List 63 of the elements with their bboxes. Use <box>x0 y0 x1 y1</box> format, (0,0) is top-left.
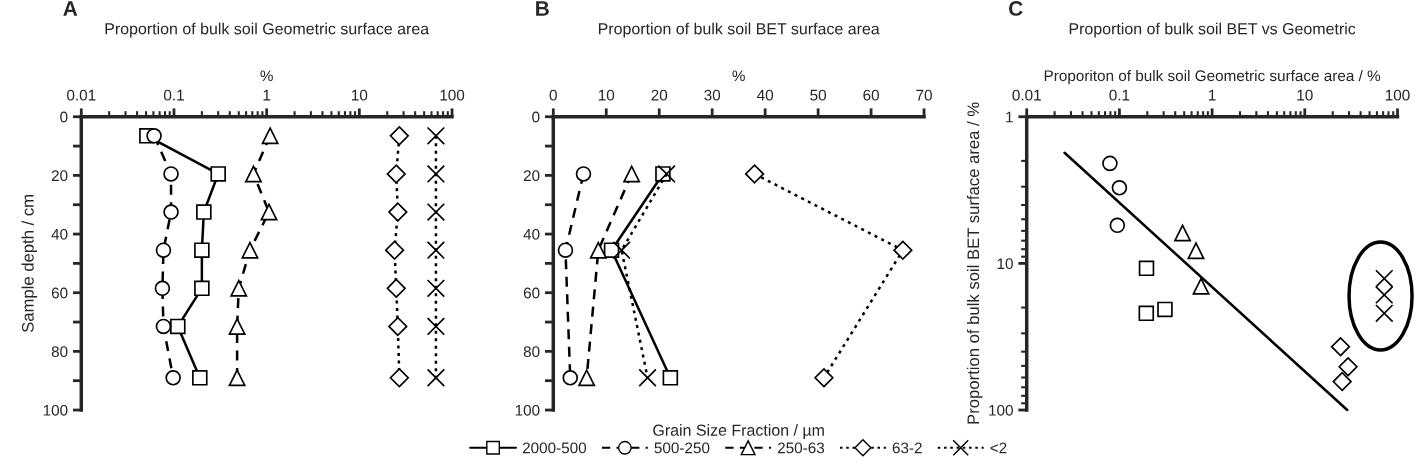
legend-label: 2000-500 <box>522 442 587 454</box>
legend-title: Grain Size Fraction / µm <box>653 424 824 440</box>
x-axis-title: % <box>732 70 745 82</box>
legend-label: 500-250 <box>654 442 710 454</box>
x-tick-label: 0.01 <box>67 89 96 101</box>
y-tick-label: 100 <box>989 404 1013 416</box>
chart-title: B <box>536 1 549 16</box>
x-tick-label: 30 <box>704 89 721 101</box>
y-tick-label: 100 <box>515 404 540 416</box>
x-tick-label: 10 <box>1297 89 1313 101</box>
x-tick-label: 50 <box>810 89 827 101</box>
legend-label: 63-2 <box>892 442 922 454</box>
y-tick-label: 100 <box>43 404 68 416</box>
x-tick-label: 1 <box>263 89 271 101</box>
y-tick-label: 0 <box>532 111 540 123</box>
chart-subtitle: Proportion of bulk soil Geometric surface area <box>105 22 430 38</box>
x-tick-label: 70 <box>916 89 932 101</box>
chart-title: A <box>63 1 78 16</box>
point <box>814 368 834 388</box>
x-tick-label: 0.01 <box>1012 89 1041 101</box>
y-tick-label: 40 <box>523 228 540 240</box>
y-tick-label: 60 <box>51 287 68 299</box>
legend-label: <2 <box>990 442 1007 454</box>
point <box>638 368 657 387</box>
y-tick-label: 20 <box>51 170 68 182</box>
chart-subtitle: Proportion of bulk soil BET surface area <box>598 22 880 38</box>
y-tick-label: 10 <box>997 258 1013 270</box>
point <box>662 369 679 386</box>
point <box>657 164 676 184</box>
x-axis-title: % <box>260 70 273 82</box>
y-tick-label: 0 <box>60 111 68 123</box>
y-tick-label: 80 <box>51 346 68 358</box>
y-tick-label: 40 <box>51 228 68 240</box>
x-tick-label: 1 <box>1209 89 1216 101</box>
point <box>557 242 574 258</box>
x-axis-title: Proporiton of bulk soil Geometric surface area / % <box>1044 69 1381 85</box>
point <box>578 369 596 387</box>
x-tick-label: 10 <box>352 89 368 101</box>
point <box>893 240 913 260</box>
x-tick-label: 60 <box>863 89 879 101</box>
x-tick-label: 40 <box>757 89 774 101</box>
point <box>562 369 579 386</box>
y-tick-label: 1 <box>1006 111 1013 123</box>
legend-label: 250-63 <box>777 442 825 454</box>
chart-title: C <box>1009 1 1023 16</box>
x-tick-label: 0.1 <box>163 89 184 101</box>
point <box>623 165 641 183</box>
chart-subtitle: Proportion of bulk soil BET vs Geometric <box>1069 22 1356 38</box>
x-tick-label: 0 <box>549 89 557 101</box>
x-tick-label: 10 <box>598 89 615 101</box>
y-axis-title: Proportion of bulk soil BET surface area / % <box>966 102 983 424</box>
y-tick-label: 80 <box>523 346 540 358</box>
y-tick-label: 20 <box>523 170 540 182</box>
point <box>612 241 631 260</box>
x-tick-label: 100 <box>440 89 465 101</box>
x-tick-label: 100 <box>1385 89 1410 101</box>
point <box>744 164 765 184</box>
point <box>575 166 592 182</box>
x-tick-label: 20 <box>651 89 668 101</box>
y-axis-title: Sample depth / cm <box>21 195 38 333</box>
y-tick-label: 60 <box>523 287 540 299</box>
point <box>589 241 607 259</box>
x-tick-label: 0.1 <box>1109 89 1130 101</box>
